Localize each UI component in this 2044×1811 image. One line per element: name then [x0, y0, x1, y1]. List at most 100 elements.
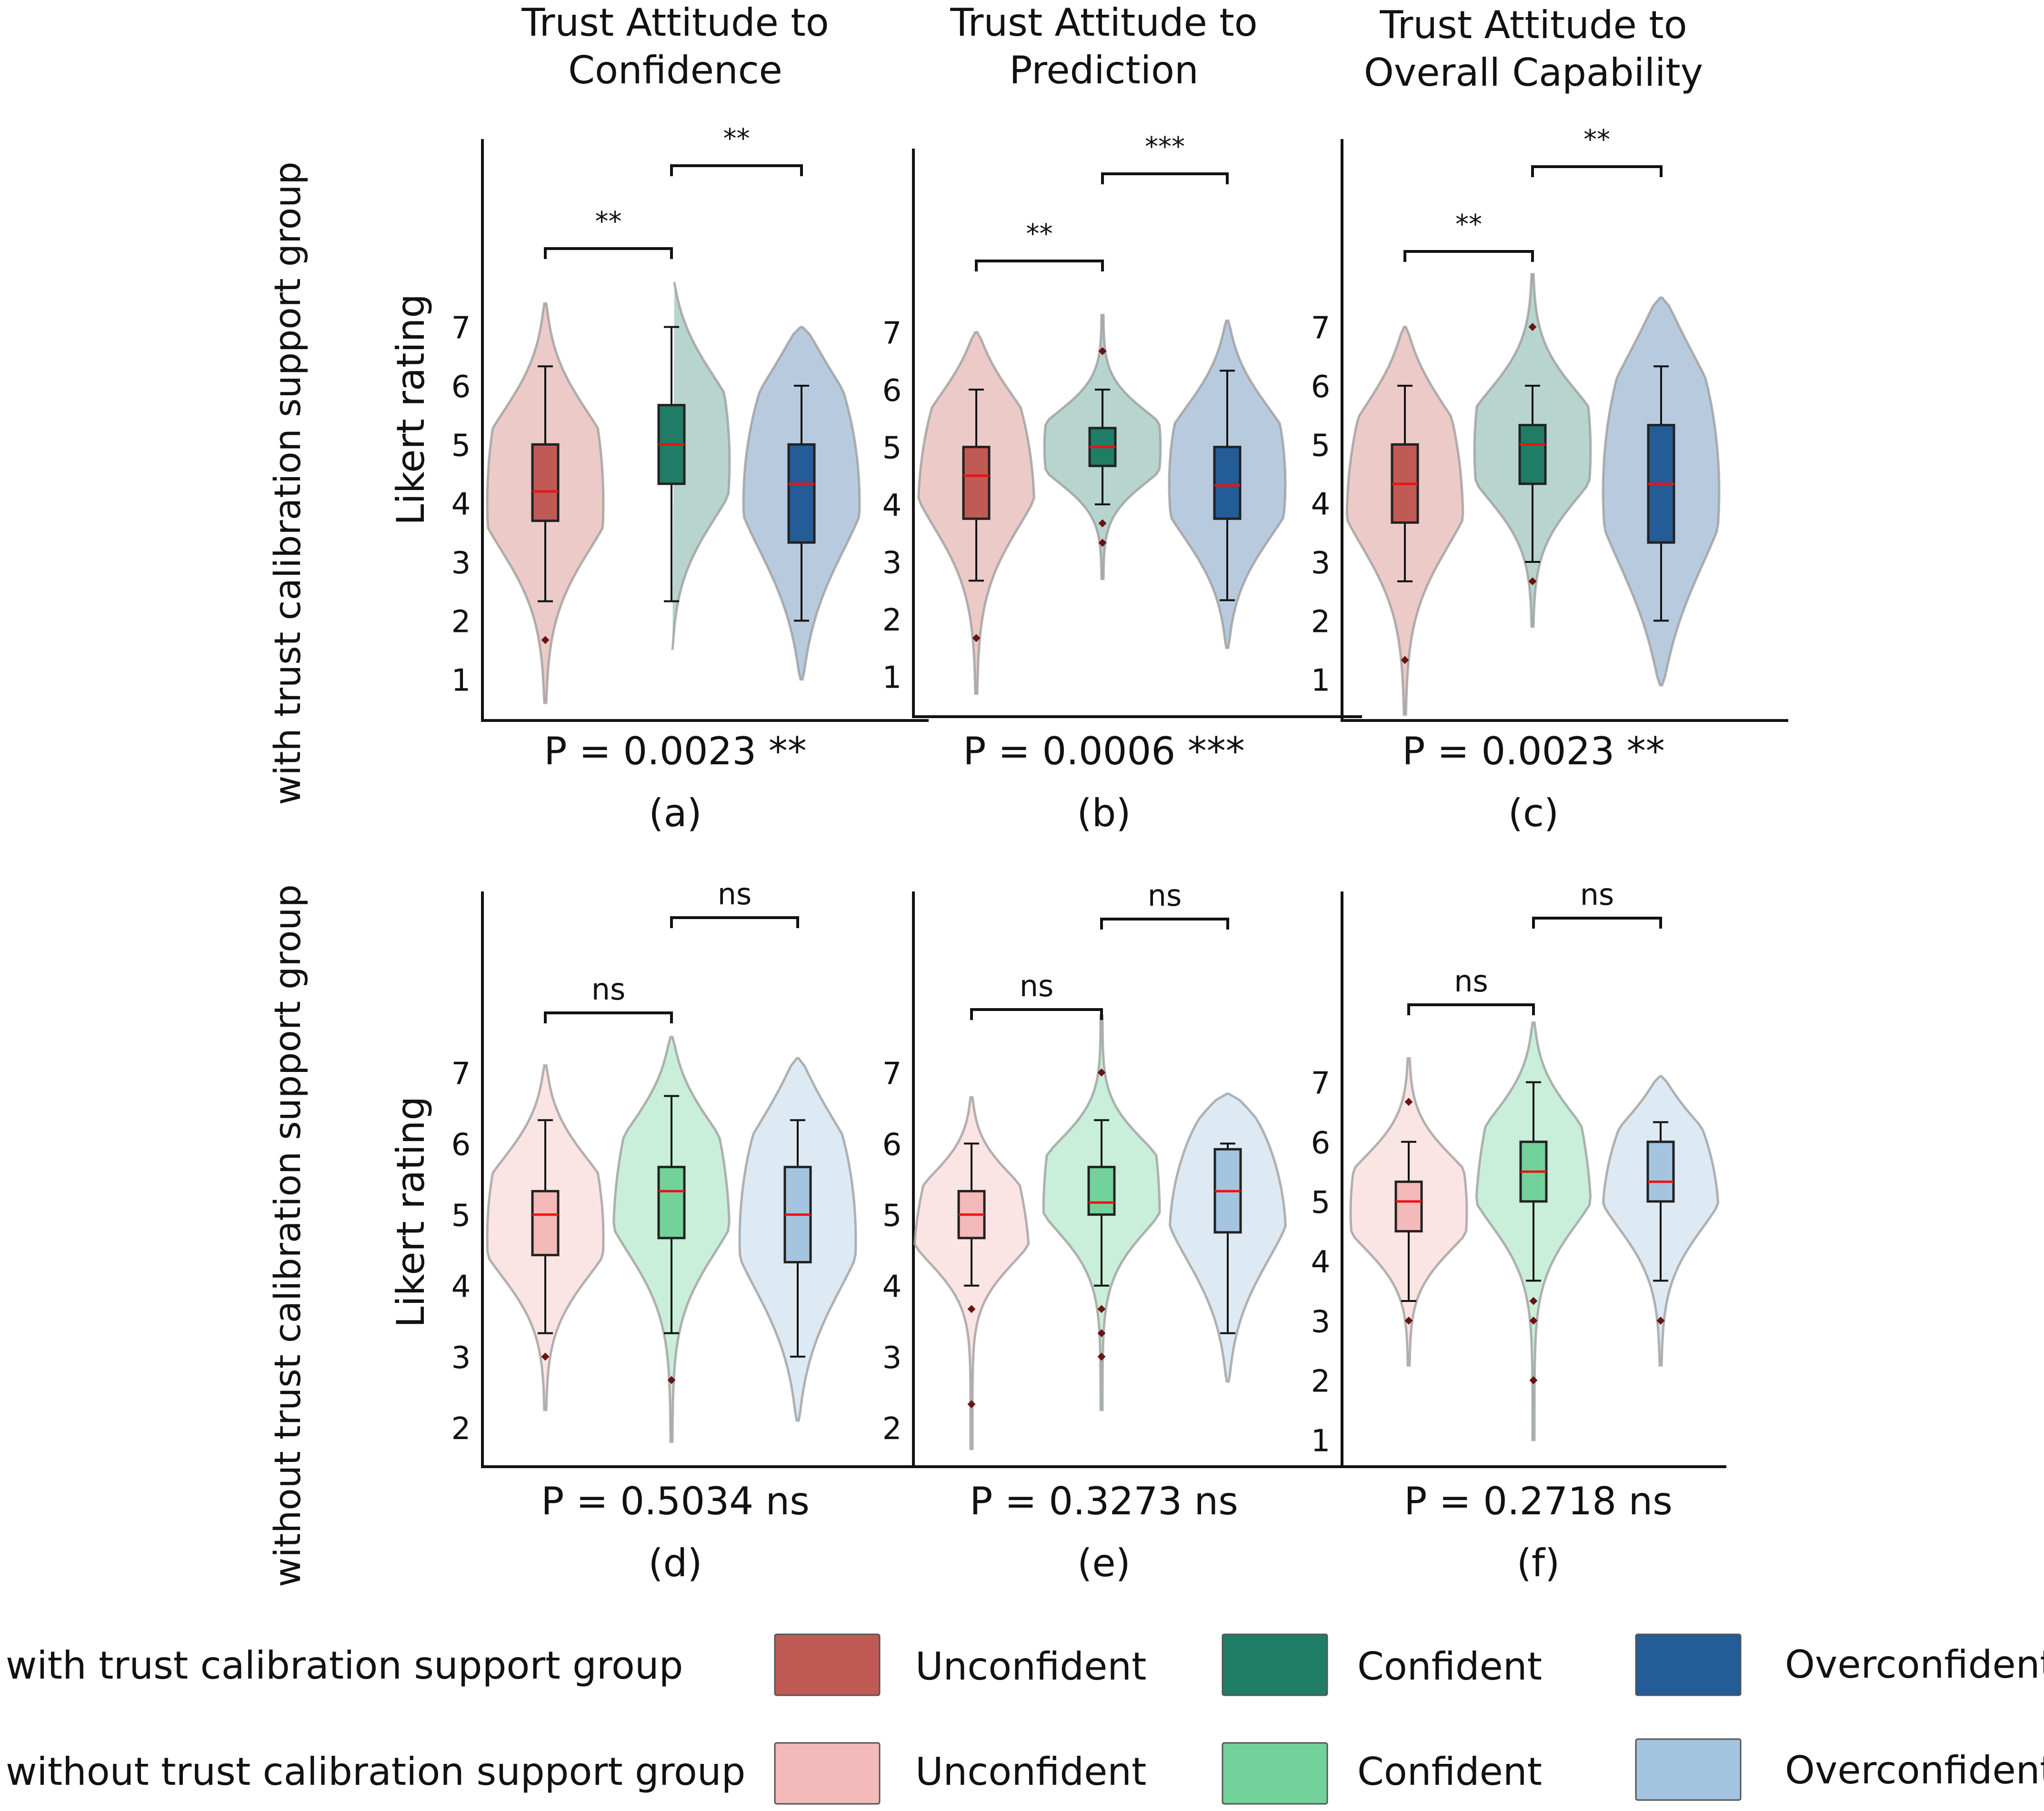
ytick-c-1: 1: [1311, 663, 1331, 699]
ytick-a-3: 3: [451, 546, 471, 581]
legend-label-without-unconfident: Unconfident: [915, 1750, 1146, 1794]
flier-b-confident-0: [1098, 347, 1107, 355]
flier-b-confident-1: [1098, 519, 1107, 528]
bracket-a-0: [544, 247, 673, 259]
panel-e: 2 3 4 5 6 7 ns ns P = 0.3273 ns (e): [882, 878, 1362, 1585]
ytick-b-2: 2: [882, 603, 902, 638]
row-label-without: without trust calibration support group: [266, 884, 309, 1587]
ytick-a-7: 7: [451, 311, 471, 346]
ytick-e-2: 2: [882, 1411, 902, 1447]
title-c-line2: Overall Capability: [1364, 50, 1703, 95]
bracket-e-0: [970, 1008, 1103, 1020]
title-c-line1: Trust Attitude to: [1379, 3, 1687, 47]
ylabel-bottom: Likert rating: [389, 1096, 433, 1328]
ytick-d-5: 5: [451, 1199, 471, 1234]
plot-e: ns ns: [913, 878, 1287, 1451]
ytick-a-6: 6: [451, 370, 471, 405]
bracket-d-1: [670, 916, 799, 928]
bracket-label-c-1: **: [1583, 124, 1610, 155]
bracket-label-e-1: ns: [1148, 878, 1182, 913]
caption-e: (e): [1077, 1541, 1131, 1585]
flier-c-unconfident-0: [1401, 656, 1409, 664]
bracket-label-a-0: **: [595, 206, 622, 237]
bracket-b-0: [975, 260, 1104, 271]
flier-d-confident-0: [667, 1376, 676, 1384]
ytick-b-6: 6: [882, 373, 902, 409]
ylabel-top-text: Likert rating: [389, 294, 433, 525]
ytick-b-7: 7: [882, 316, 902, 351]
bracket-c-1: [1531, 165, 1663, 177]
ytick-c-2: 2: [1311, 604, 1331, 640]
legend-swatch-with-confident: [1222, 1633, 1328, 1696]
ytick-b-1: 1: [882, 660, 902, 696]
legend: with trust calibration support group wit…: [6, 1633, 2044, 1805]
panel-f: 1 2 3 4 5 6 7 ns ns P = 0.2718 ns (f): [1311, 877, 1726, 1585]
ylabel-bottom-text: Likert rating: [389, 1096, 433, 1328]
caption-c: (c): [1508, 791, 1559, 835]
title-a-line2: Confidence: [568, 48, 782, 92]
box-f-unconfident: [1394, 1181, 1423, 1233]
plot-c: ** **: [1345, 124, 1721, 716]
legend-swatch-without-confident: [1222, 1742, 1328, 1805]
flier-f-confident-0: [1529, 1297, 1538, 1305]
flier-e-confident-3: [1097, 1352, 1106, 1361]
box-f-overconfident: [1646, 1141, 1675, 1203]
axes-a: [481, 139, 929, 722]
legend-group-with: with trust calibration support group: [6, 1643, 683, 1688]
ytick-f-1: 1: [1311, 1424, 1331, 1459]
pvalue-d: P = 0.5034 ns: [541, 1479, 810, 1523]
ytick-e-4: 4: [882, 1270, 902, 1305]
yticks-b: 1 2 3 4 5 6 7: [882, 316, 902, 696]
pvalue-b: P = 0.0006 ***: [963, 729, 1244, 773]
flier-f-confident-2: [1529, 1376, 1538, 1384]
ytick-c-3: 3: [1311, 546, 1331, 581]
bracket-label-e-0: ns: [1020, 969, 1054, 1003]
legend-swatch-without-overconfident: [1635, 1738, 1742, 1801]
flier-e-unconfident-0: [967, 1305, 976, 1313]
ytick-e-6: 6: [882, 1127, 902, 1162]
title-b-line1: Trust Attitude to: [950, 0, 1257, 45]
plot-b: *****: [917, 131, 1287, 695]
violin-a-confident: [671, 281, 731, 650]
title-b-line2: Prediction: [1009, 48, 1198, 92]
bracket-c-0: [1403, 250, 1534, 262]
flier-f-confident-1: [1529, 1316, 1538, 1325]
ytick-d-3: 3: [451, 1341, 471, 1376]
bracket-f-0: [1407, 1003, 1535, 1015]
ytick-c-4: 4: [1311, 487, 1331, 522]
bracket-label-f-0: ns: [1454, 964, 1488, 999]
flier-f-unconfident-1: [1404, 1316, 1413, 1325]
box-b-unconfident: [962, 446, 991, 520]
ytick-b-5: 5: [882, 431, 902, 466]
pvalue-f: P = 0.2718 ns: [1404, 1479, 1673, 1523]
bracket-label-b-0: **: [1026, 219, 1053, 250]
caption-a: (a): [649, 791, 701, 835]
box-a-unconfident: [531, 443, 560, 522]
pvalue-a: P = 0.0023 **: [544, 729, 806, 773]
box-c-confident: [1518, 424, 1547, 485]
legend-label-with-overconfident: Overconfident: [1785, 1642, 2044, 1687]
legend-label-with-unconfident: Unconfident: [915, 1644, 1146, 1689]
ytick-a-4: 4: [451, 487, 471, 522]
ytick-a-2: 2: [451, 604, 471, 640]
bracket-d-0: [544, 1011, 673, 1023]
row-label-with-text: with trust calibration support group: [266, 161, 309, 805]
legend-group-without: without trust calibration support group: [6, 1750, 745, 1794]
box-b-overconfident: [1213, 446, 1242, 520]
pvalue-e: P = 0.3273 ns: [970, 1479, 1238, 1523]
flier-e-unconfident-1: [967, 1400, 976, 1409]
plot-f: ns ns: [1349, 877, 1720, 1441]
yticks-f: 1 2 3 4 5 6 7: [1311, 1066, 1331, 1459]
flier-b-confident-2: [1098, 539, 1107, 547]
ytick-d-4: 4: [451, 1270, 471, 1305]
bracket-b-1: [1101, 172, 1229, 184]
legend-label-with-confident: Confident: [1357, 1644, 1542, 1689]
panel-titles: Trust Attitude to Confidence Trust Attit…: [521, 0, 1703, 95]
ytick-f-4: 4: [1311, 1245, 1331, 1280]
axes-f: [1341, 891, 1726, 1468]
bracket-f-1: [1532, 917, 1662, 929]
flier-d-unconfident-0: [541, 1352, 550, 1361]
box-d-confident: [657, 1166, 686, 1240]
